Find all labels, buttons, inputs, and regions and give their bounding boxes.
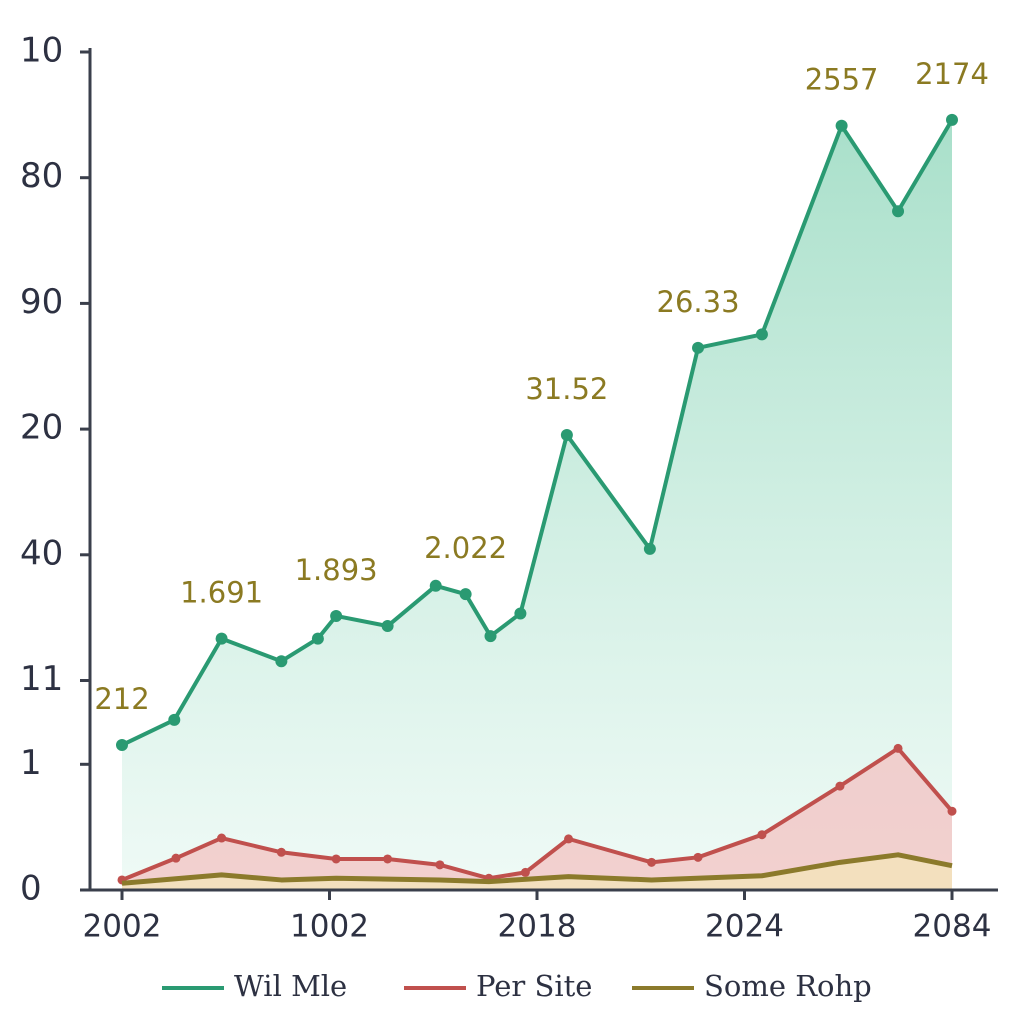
point — [835, 781, 845, 791]
y-tick-label: 10 — [20, 31, 63, 71]
point — [116, 739, 128, 752]
annotation: 1.893 — [295, 553, 378, 587]
x-tick-label: 2084 — [913, 909, 992, 945]
legend-label: Some Rohp — [704, 969, 872, 1003]
y-tick-label: 20 — [20, 408, 63, 448]
annotation: 1.691 — [180, 576, 263, 610]
area — [122, 119, 952, 891]
point — [381, 620, 394, 633]
point — [514, 607, 527, 620]
area — [122, 748, 952, 890]
annotation: 2557 — [805, 63, 879, 97]
y-tick-label: 1 — [20, 743, 42, 783]
point — [435, 860, 445, 870]
point — [520, 867, 530, 877]
x-tick-label: 2002 — [83, 909, 162, 945]
annotation: 31.52 — [525, 372, 608, 406]
point — [311, 632, 324, 645]
point — [215, 632, 228, 645]
point — [755, 328, 768, 341]
x-tick-label: 1002 — [290, 909, 369, 945]
point — [947, 806, 957, 816]
point — [692, 341, 705, 354]
point — [217, 833, 227, 843]
point — [429, 579, 442, 592]
point — [383, 854, 393, 864]
legend-label: Per Site — [476, 969, 592, 1003]
annotation: 212 — [94, 682, 149, 716]
point — [276, 847, 286, 857]
point — [330, 609, 343, 622]
y-tick-label: 11 — [20, 659, 63, 699]
x-tick-label: 2018 — [498, 909, 577, 945]
y-tick-label: 0 — [20, 869, 42, 909]
point — [331, 854, 341, 864]
line — [121, 852, 953, 886]
point — [757, 830, 767, 840]
point — [564, 834, 574, 844]
point — [459, 588, 472, 601]
point — [275, 655, 288, 668]
point — [643, 542, 656, 555]
point — [835, 119, 848, 132]
line — [121, 746, 954, 882]
point — [560, 428, 573, 441]
y-tick-label: 40 — [20, 533, 63, 573]
point — [946, 113, 958, 126]
point — [693, 852, 703, 862]
y-tick-label: 80 — [20, 156, 63, 196]
annotation: 26.33 — [657, 285, 740, 319]
y-tick-label: 90 — [20, 282, 63, 322]
point — [647, 857, 657, 867]
legend-label: Wil Mle — [234, 969, 347, 1003]
point — [171, 853, 181, 863]
annotation: 2.022 — [424, 531, 507, 565]
x-tick-label: 2024 — [705, 909, 784, 945]
point — [484, 630, 497, 643]
line — [121, 118, 954, 747]
annotation: 2174 — [915, 57, 989, 91]
area — [122, 854, 952, 890]
point — [168, 713, 181, 726]
point — [893, 743, 903, 753]
point — [892, 205, 905, 218]
